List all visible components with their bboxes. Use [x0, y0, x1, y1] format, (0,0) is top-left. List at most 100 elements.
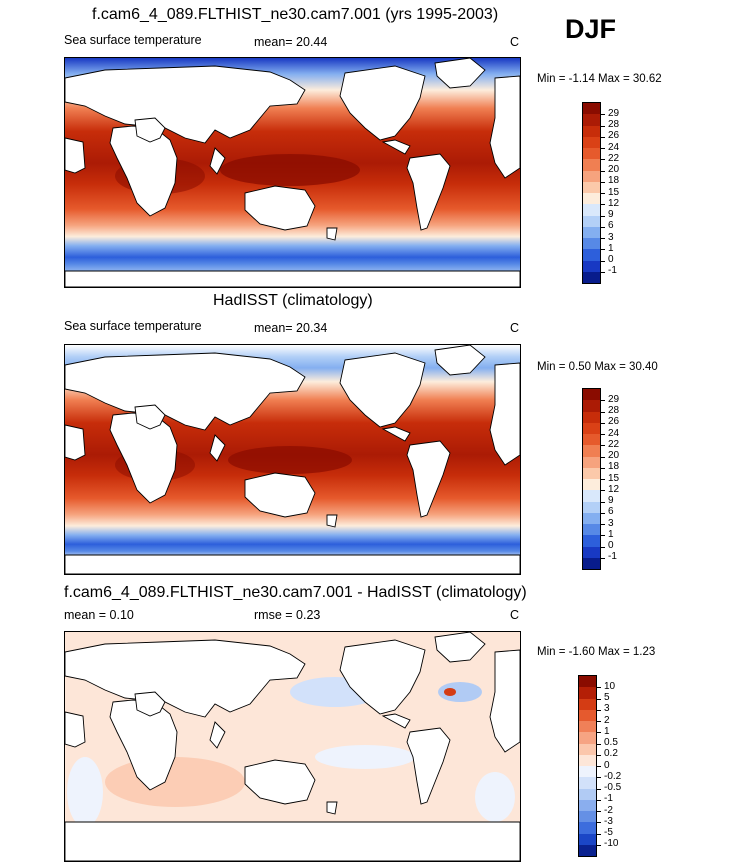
panel1-cbar-seg: [583, 204, 600, 216]
panel2-cbar-label: 20: [608, 450, 620, 461]
panel1-cbar-seg: [583, 249, 600, 261]
panel2-units-label: C: [510, 321, 520, 335]
panel3-cbar-label: 3: [604, 703, 610, 715]
panel3-cbar-seg: [579, 766, 596, 778]
panel1-cbar-seg: [583, 170, 600, 182]
season-label: DJF: [565, 14, 617, 44]
panel1-cbar-seg: [583, 114, 600, 126]
panel2-cbar-label: 1: [608, 528, 614, 540]
panel2-cbar-label: 3: [608, 517, 614, 529]
panel3-cbar-label: -5: [604, 827, 613, 838]
panel1-cbar-label: 20: [608, 164, 620, 175]
panel3-cbar-label: 2: [604, 714, 610, 726]
panel3-cbar-seg: [579, 721, 596, 733]
panel3-cbar-label: -0.5: [604, 782, 622, 793]
panel3-minmax: Min = -1.60 Max = 1.23: [537, 646, 656, 658]
panel2-cbar-seg: [583, 400, 600, 412]
panel3-cool-bias-west: [67, 757, 103, 827]
panel3-cbar-seg: [579, 709, 596, 721]
panel2-cbar-label: 22: [608, 438, 620, 450]
panel3-cbar-label: 0: [604, 759, 610, 771]
panel1-cbar-seg: [583, 181, 600, 193]
panel3-cbar-seg: [579, 698, 596, 710]
panel1-cbar-label: 15: [608, 186, 620, 198]
panel2-cbar-label: 15: [608, 472, 620, 484]
panel3-warm-gulfstream: [444, 688, 456, 696]
panel3-cbar-seg: [579, 732, 596, 744]
panel1-map-svg: [65, 58, 520, 287]
panel3-cbar-seg: [579, 743, 596, 755]
panel1-cbar-label: 18: [608, 175, 620, 187]
panel1-cbar-label: 6: [608, 220, 614, 232]
panel3-cbar-seg: [579, 799, 596, 811]
panel1-cbar-label: 9: [608, 209, 614, 220]
panel3-units-label: C: [510, 608, 520, 622]
panel1-cbar-seg: [583, 226, 600, 238]
panel2-cbar-label: 28: [608, 405, 620, 416]
panel1-cbar-seg: [583, 136, 600, 148]
panel1-title: f.cam6_4_089.FLTHIST_ne30.cam7.001 (yrs …: [92, 6, 499, 23]
panel1-cbar-label: 3: [608, 231, 614, 243]
panel1-cbar-label: 0: [608, 254, 614, 265]
panel2-cbar-label: 0: [608, 540, 614, 551]
panel2-cbar-seg: [583, 501, 600, 513]
panel3-cbar-seg: [579, 777, 596, 789]
panel2-cbar-label: 6: [608, 506, 614, 518]
panel3-cbar-label: 1: [604, 725, 610, 737]
panel2-cbar-seg: [583, 557, 600, 569]
panel1-cbar-seg: [583, 238, 600, 250]
panel3-colorbar: 10 5 3 2 1 0.5 0.2 0 -0.2 -0.5 -1 -2 -3 …: [578, 675, 621, 857]
panel3-cbar-label: 5: [604, 692, 610, 703]
panel1-warm-pool: [220, 154, 360, 186]
panel3-cool-bias-epac: [315, 745, 415, 769]
panel1-cbar-seg: [583, 125, 600, 137]
panel3-cbar-label: -10: [604, 838, 619, 850]
panel2-cbar-seg: [583, 535, 600, 547]
panel1-cbar-seg: [583, 159, 600, 171]
panel2-cbar-seg: [583, 512, 600, 524]
panel3-cbar-seg: [579, 676, 596, 688]
panel2-cbar-label: 12: [608, 483, 620, 495]
panel1-continents: [65, 58, 520, 287]
panel1-cbar-seg: [583, 215, 600, 227]
panel3-map: [64, 631, 521, 862]
panel1-cbar-label: 1: [608, 242, 614, 254]
panel3-mean-label: mean = 0.10: [64, 608, 134, 622]
panel3-warm-bias: [105, 757, 245, 807]
panel2-cbar-seg: [583, 411, 600, 423]
panel1-cbar-seg: [583, 193, 600, 205]
panel3-cbar-label: -3: [604, 815, 613, 827]
panel3-cbar-seg: [579, 833, 596, 845]
panel1-minmax: Min = -1.14 Max = 30.62: [537, 73, 662, 85]
panel1-map: [64, 57, 521, 288]
panel2-cbar-seg: [583, 456, 600, 468]
panel3-cbar-seg: [579, 811, 596, 823]
panel3-cool-bias-natl: [438, 682, 482, 702]
panel2-cbar-seg: [583, 434, 600, 446]
panel1-cbar-label: 12: [608, 197, 620, 209]
panel2-map-svg: [65, 345, 520, 574]
panel2-title: HadISST (climatology): [213, 292, 373, 309]
panel1-cbar-label: 24: [608, 141, 620, 153]
panel3-cbar-seg: [579, 788, 596, 800]
panel3-title: f.cam6_4_089.FLTHIST_ne30.cam7.001 - Had…: [64, 584, 527, 601]
panel3-cbar-label: -0.2: [604, 770, 622, 782]
panel1-cbar-label: 29: [608, 107, 620, 119]
panel1-colorbar: 29 28 26 24 22 20 18 15 12 9 6 3 1 0 -1: [582, 102, 619, 284]
panel3-map-svg: [65, 632, 520, 861]
panel3-cbar-label: 10: [604, 680, 616, 692]
panel2-cbar-label: 18: [608, 461, 620, 473]
panel3-cbar-seg: [579, 844, 596, 856]
panel2-continents: [65, 345, 520, 574]
panel3-cbar-label: 0.2: [604, 748, 618, 760]
panel3-cbar-label: -2: [604, 804, 613, 816]
panel2-cbar-seg: [583, 389, 600, 401]
panel2-warm-pool: [228, 446, 352, 474]
panel3-cbar-seg: [579, 754, 596, 766]
panel2-cbar-seg: [583, 546, 600, 558]
panel1-mean-label: mean= 20.44: [254, 35, 328, 49]
panel3-cool-bias-satl: [475, 772, 515, 822]
panel2-cbar-seg: [583, 445, 600, 457]
panel1-cbar-seg: [583, 103, 600, 115]
panel3-continents: [65, 632, 520, 861]
